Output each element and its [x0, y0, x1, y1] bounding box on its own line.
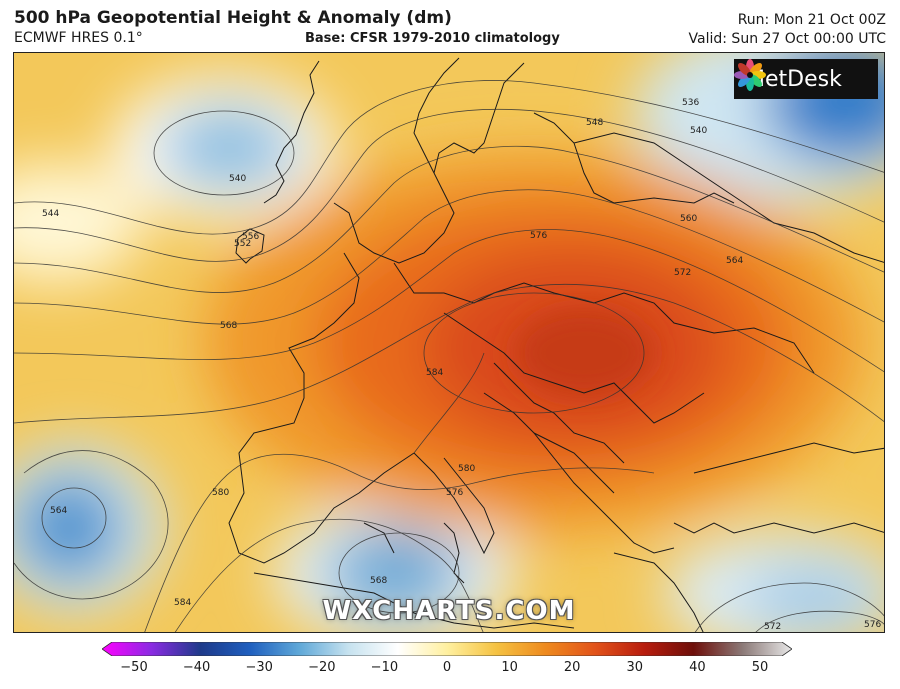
contour-label: 552 — [234, 239, 251, 249]
run-time: Run: Mon 21 Oct 00Z — [737, 12, 886, 28]
colorbar-tick: −40 — [182, 660, 211, 675]
flower-icon — [734, 59, 766, 91]
contour-label: 580 — [212, 488, 229, 498]
colorbar-tick: −20 — [308, 660, 336, 675]
colorbar-tick: 20 — [563, 660, 581, 675]
contour-label: 540 — [229, 174, 246, 184]
contour-label: 540 — [690, 126, 707, 136]
colorbar-tick: −10 — [370, 660, 399, 675]
logo-text: MetDesk — [746, 66, 842, 92]
contour-label: 572 — [674, 268, 691, 278]
contour-label: 580 — [458, 464, 475, 474]
watermark: WXCHARTS.COM — [322, 596, 576, 626]
contour-label: 584 — [174, 598, 191, 608]
contour-label: 572 — [764, 622, 781, 632]
contour-label: 584 — [426, 368, 443, 378]
height-contours — [14, 80, 884, 632]
colorbar-tick: −30 — [245, 660, 273, 675]
contour-label: 568 — [220, 321, 237, 331]
climatology-base: Base: CFSR 1979-2010 climatology — [305, 31, 560, 46]
metdesk-logo: MetDesk — [734, 59, 878, 99]
contour-label: 576 — [530, 231, 547, 241]
colorbar-gradient — [102, 642, 792, 656]
colorbar-tick: 50 — [751, 660, 769, 675]
chart-title: 500 hPa Geopotential Height & Anomaly (d… — [14, 8, 452, 28]
colorbar-tick: 0 — [442, 660, 452, 675]
colorbar-tick: −50 — [120, 660, 148, 675]
contour-label: 564 — [726, 256, 743, 266]
contour-label: 556 — [242, 232, 259, 242]
contour-label: 576 — [864, 620, 881, 630]
contour-label: 576 — [446, 488, 463, 498]
colorbar-tick: 10 — [501, 660, 518, 675]
valid-time: Valid: Sun 27 Oct 00:00 UTC — [688, 31, 886, 47]
contour-label: 548 — [586, 118, 603, 128]
chart-header: 500 hPa Geopotential Height & Anomaly (d… — [0, 0, 900, 52]
contour-label: 544 — [42, 209, 59, 219]
contour-label: 536 — [682, 98, 699, 108]
anomaly-map: 540 544 552 556 568 548 536 540 560 564 572 576 584 5… — [13, 52, 885, 633]
contour-label: 560 — [680, 214, 697, 224]
coastlines — [228, 57, 884, 632]
contour-label: 568 — [370, 576, 387, 586]
model-name: ECMWF HRES 0.1° — [14, 30, 143, 46]
colorbar-tick: 30 — [626, 660, 644, 675]
colorbar: −50 −40 −30 −20 −10 0 10 20 30 40 50 — [102, 642, 792, 686]
contour-label: 564 — [50, 506, 67, 516]
colorbar-tick: 40 — [689, 660, 706, 675]
